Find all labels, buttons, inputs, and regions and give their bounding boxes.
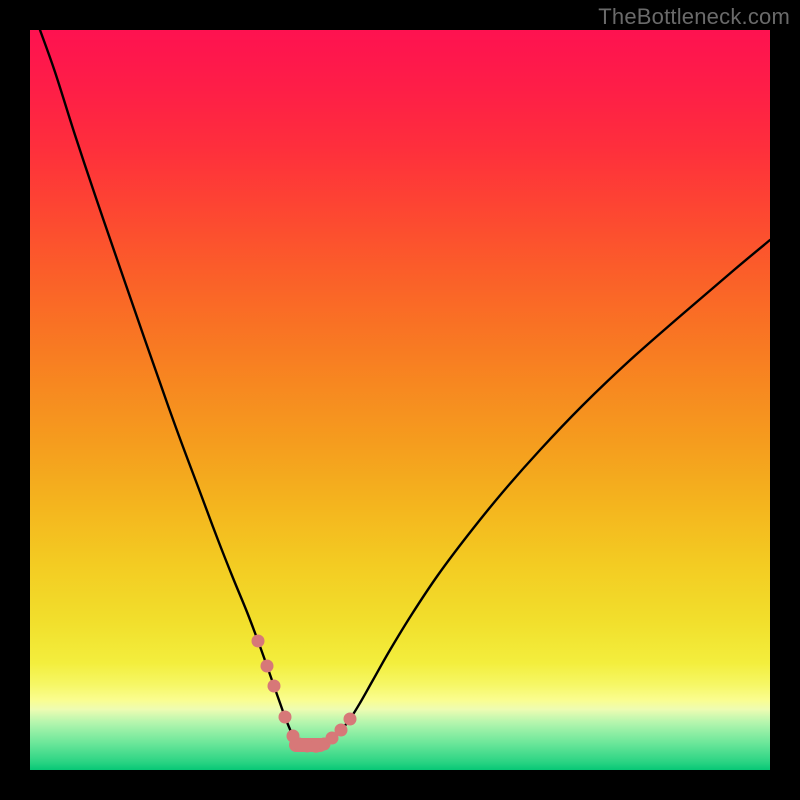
stage: TheBottleneck.com (0, 0, 800, 800)
curve-marker (279, 711, 292, 724)
curve-marker (268, 680, 281, 693)
bottleneck-chart (0, 0, 800, 800)
curve-marker (335, 724, 348, 737)
watermark-text: TheBottleneck.com (598, 4, 790, 30)
curve-marker (261, 660, 274, 673)
curve-marker (344, 713, 357, 726)
chart-gradient-area (30, 30, 770, 770)
curve-marker (252, 635, 265, 648)
